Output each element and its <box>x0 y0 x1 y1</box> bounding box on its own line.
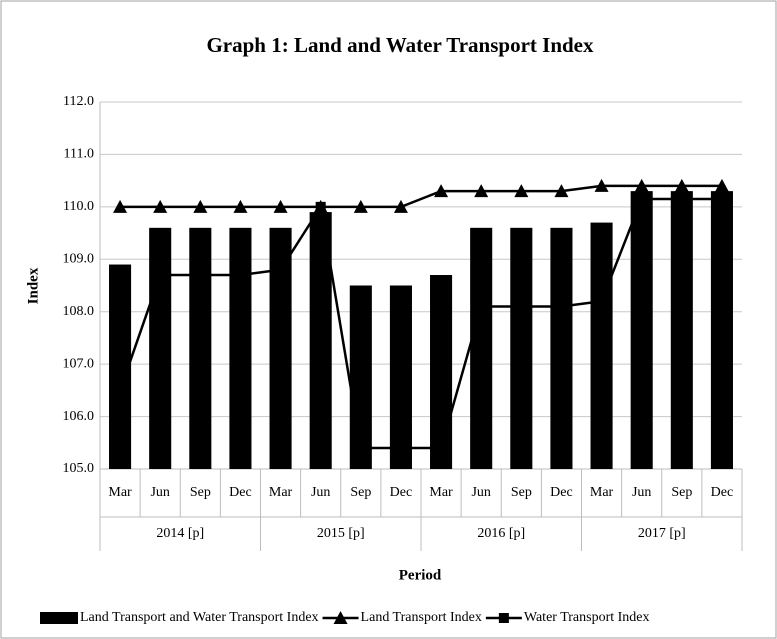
line-marker <box>514 184 529 198</box>
x-tick-label: Dec <box>229 485 252 500</box>
bar <box>309 212 332 469</box>
line-marker <box>674 178 689 192</box>
line-marker <box>235 270 246 281</box>
line-marker <box>476 301 487 312</box>
line-marker <box>395 443 406 454</box>
bar <box>550 227 573 469</box>
line <box>120 184 722 209</box>
line-marker <box>714 178 729 192</box>
x-tick-label: Sep <box>190 485 211 500</box>
line-marker <box>434 184 449 198</box>
line-marker <box>556 301 567 312</box>
bar <box>189 227 212 469</box>
line-marker <box>676 193 687 204</box>
line-marker <box>636 193 647 204</box>
line-marker <box>634 178 649 192</box>
bar <box>229 227 252 469</box>
x-tick-label: Dec <box>711 485 734 500</box>
group-label: 2014 [p] <box>156 526 204 541</box>
legend-label: Land Transport Index <box>361 610 482 625</box>
x-tick-label: Sep <box>350 485 371 500</box>
line-marker <box>273 199 288 213</box>
line-marker <box>596 296 607 307</box>
legend-marker <box>333 611 348 624</box>
y-tick-label: 108.0 <box>63 304 95 319</box>
y-axis-title: Index <box>25 267 41 304</box>
x-tick-label: Jun <box>632 485 651 500</box>
bar <box>670 191 693 469</box>
bar <box>269 227 292 469</box>
chart-title: Graph 1: Land and Water Transport Index <box>206 33 594 57</box>
bar <box>470 227 493 469</box>
line-marker <box>474 184 489 198</box>
x-tick-label: Sep <box>671 485 692 500</box>
line-marker <box>233 199 248 213</box>
x-tick-label: Jun <box>311 485 330 500</box>
x-tick-label: Jun <box>471 485 490 500</box>
bar <box>149 227 172 469</box>
line-marker <box>113 199 128 213</box>
line-marker <box>193 199 208 213</box>
line-marker <box>716 193 727 204</box>
bar <box>630 191 653 469</box>
x-tick-label: Jun <box>150 485 169 500</box>
x-tick-label: Sep <box>511 485 532 500</box>
x-tick-label: Mar <box>269 485 293 500</box>
y-tick-label: 107.0 <box>63 356 95 371</box>
x-tick-label: Dec <box>390 485 413 500</box>
line-marker <box>355 443 366 454</box>
line-marker <box>115 385 126 396</box>
legend-swatch <box>40 612 78 624</box>
bar <box>389 285 412 469</box>
x-tick-label: Mar <box>590 485 614 500</box>
y-tick-label: 111.0 <box>64 147 94 162</box>
legend-marker <box>498 613 509 623</box>
line-marker <box>353 199 368 213</box>
x-tick-label: Dec <box>550 485 573 500</box>
line-marker <box>153 199 168 213</box>
line-marker <box>594 178 609 192</box>
group-label: 2015 [p] <box>317 526 365 541</box>
y-tick-label: 112.0 <box>63 94 94 109</box>
bar <box>430 275 453 469</box>
y-tick-label: 109.0 <box>63 252 95 267</box>
bar <box>710 191 733 469</box>
group-label: 2017 [p] <box>638 526 686 541</box>
line-marker <box>315 201 326 212</box>
x-tick-label: Mar <box>429 485 453 500</box>
bar <box>590 222 613 469</box>
line-marker <box>436 443 447 454</box>
line-marker <box>554 184 569 198</box>
y-tick-label: 105.0 <box>63 461 95 476</box>
line-marker <box>516 301 527 312</box>
line-marker <box>155 270 166 281</box>
group-label: 2016 [p] <box>477 526 525 541</box>
bar <box>109 264 132 469</box>
y-tick-label: 106.0 <box>63 409 95 424</box>
x-axis-title: Period <box>399 567 442 583</box>
x-tick-label: Mar <box>108 485 132 500</box>
bar <box>349 285 372 469</box>
bar <box>510 227 533 469</box>
line-marker <box>195 270 206 281</box>
line <box>118 197 722 450</box>
line-marker <box>275 264 286 275</box>
legend-label: Land Transport and Water Transport Index <box>80 610 319 625</box>
legend-label: Water Transport Index <box>524 610 650 625</box>
line-marker <box>393 199 408 213</box>
y-tick-label: 110.0 <box>63 199 94 214</box>
